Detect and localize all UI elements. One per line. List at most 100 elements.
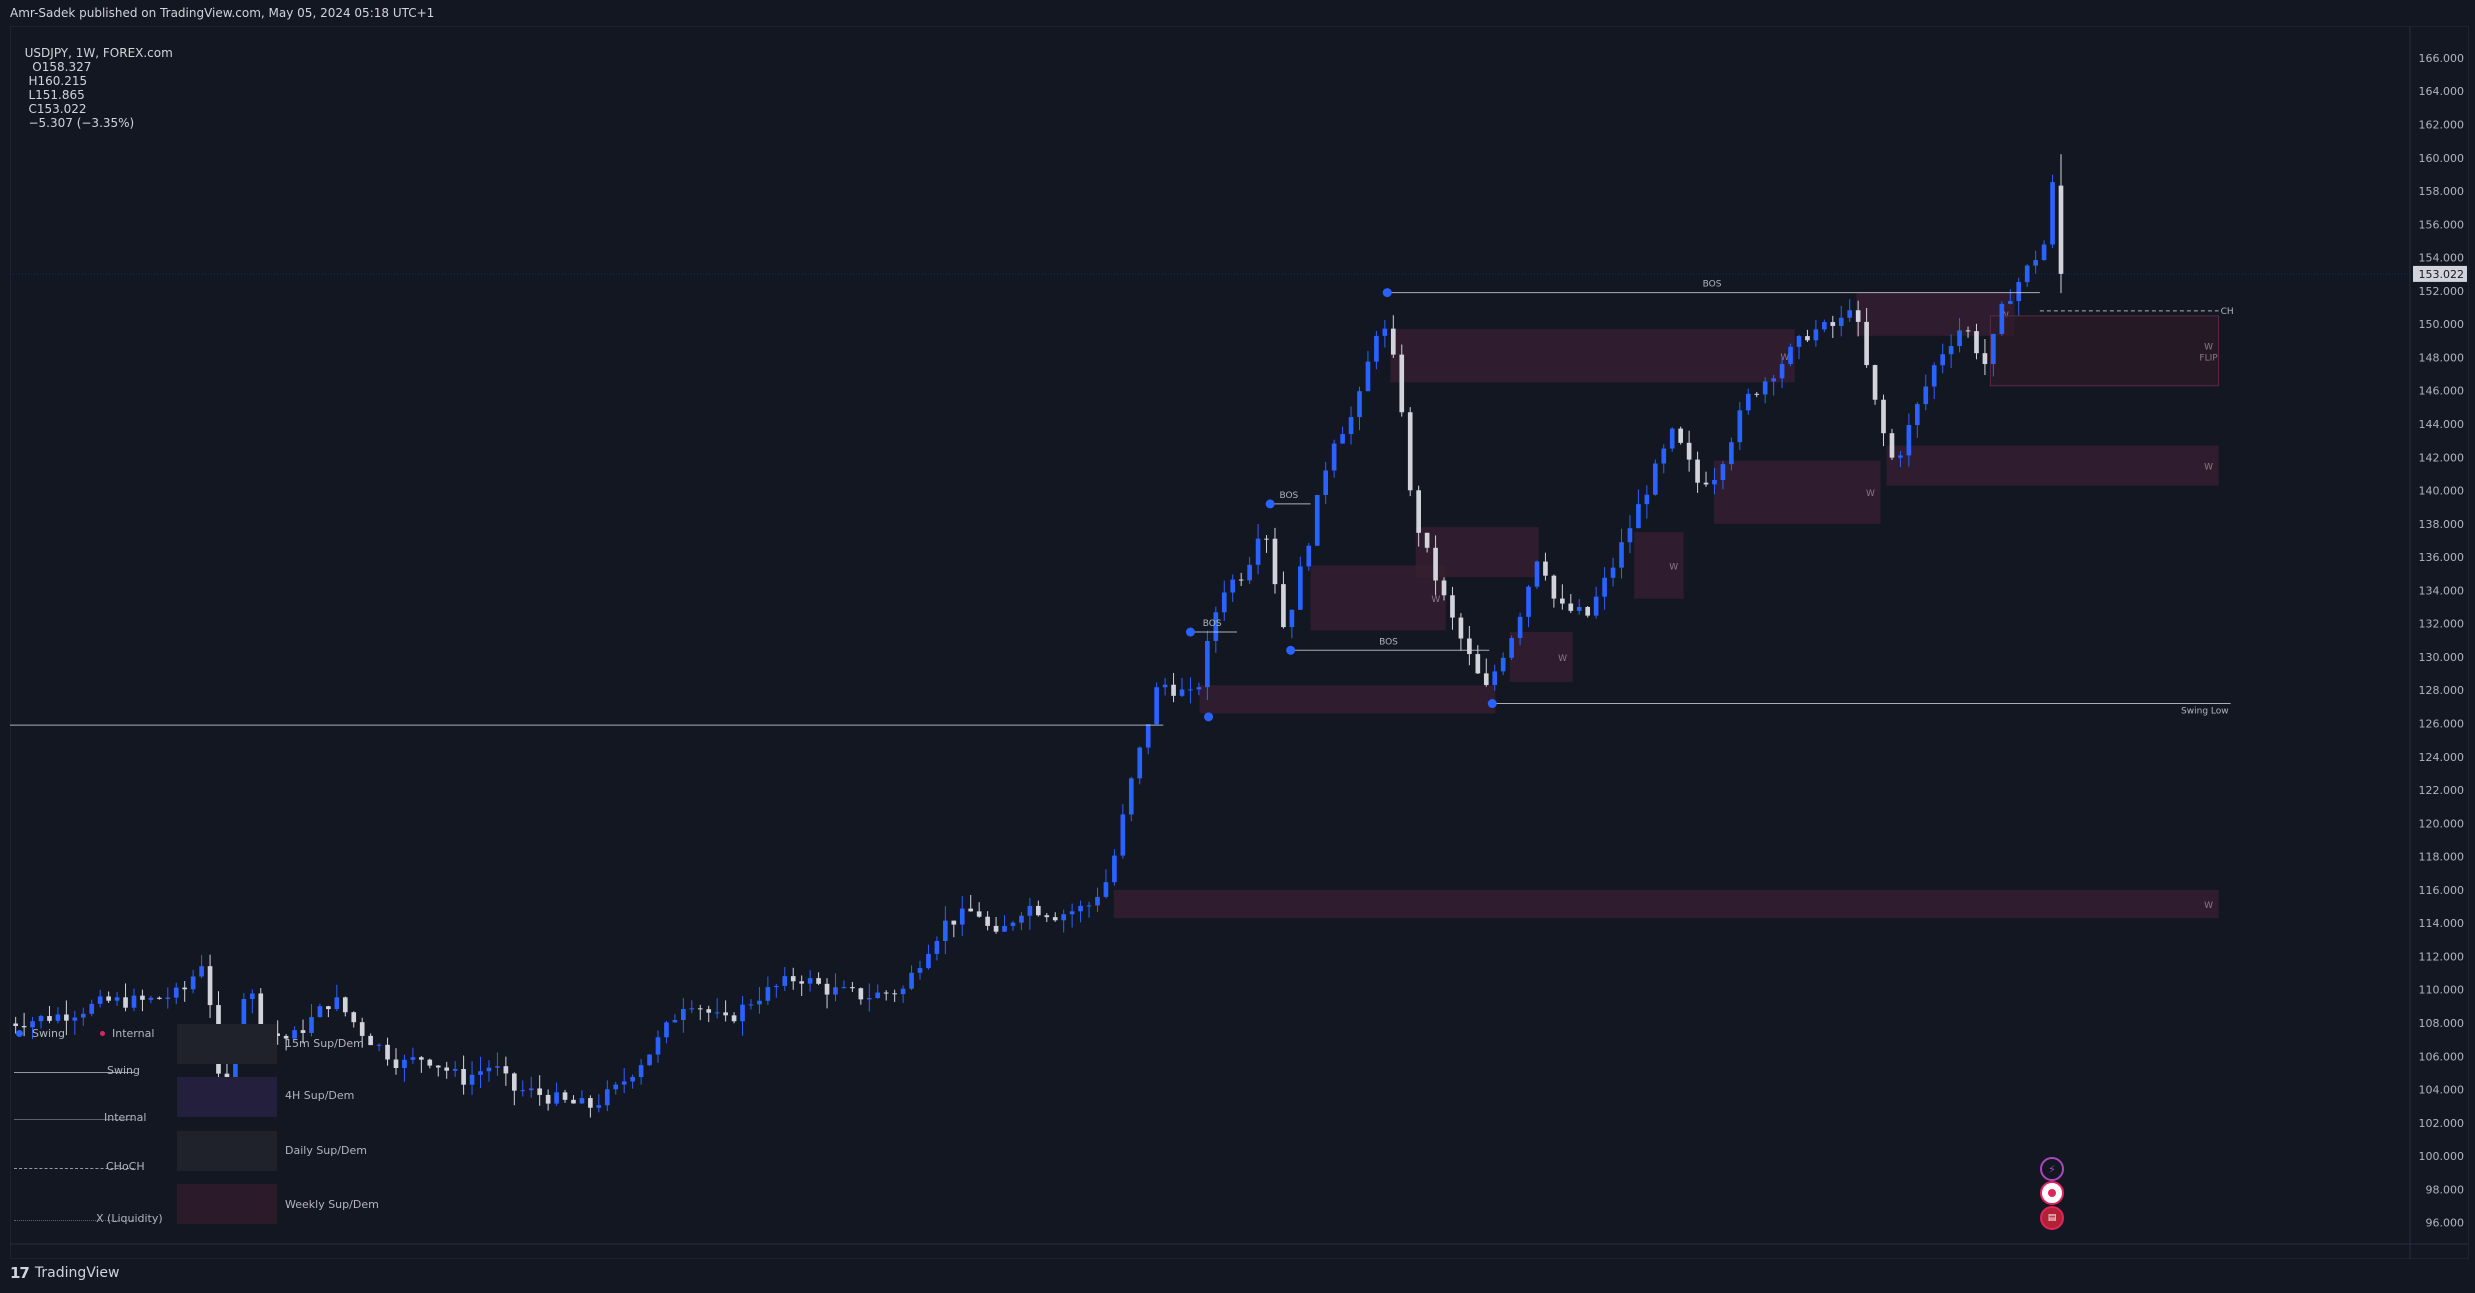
candle-body (1872, 365, 1878, 400)
candle-body (1788, 346, 1793, 364)
candle-body (706, 1009, 712, 1013)
publisher-bar: Amr-Sadek published on TradingView.com, … (0, 0, 2475, 26)
candle-body (1517, 616, 1523, 639)
candle-body (1340, 434, 1345, 444)
candle-body (1771, 378, 1776, 382)
candle-body (461, 1069, 466, 1085)
candle-body (621, 1081, 627, 1085)
candle-body (1069, 911, 1075, 915)
candle-body (419, 1057, 424, 1060)
candle-body (2024, 265, 2030, 283)
candle-body (807, 978, 813, 984)
candle-body (157, 997, 162, 999)
zone-label: W (1669, 562, 1678, 572)
candle-body (427, 1059, 433, 1066)
candle-body (959, 908, 965, 925)
candle-body (1036, 905, 1041, 916)
swing-point (1204, 712, 1214, 722)
x-tick-label: 2022 (1015, 1258, 1048, 1259)
candle-body (1669, 428, 1675, 449)
candle-body (917, 968, 923, 973)
candle-body (1078, 905, 1083, 912)
y-tick-label: 108.000 (2419, 1017, 2465, 1030)
y-tick-label: 148.000 (2419, 351, 2465, 364)
candle-body (376, 1044, 382, 1046)
candle-body (858, 988, 864, 1000)
candle-body (537, 1088, 542, 1095)
candle-body (976, 911, 982, 917)
candle-body (80, 1013, 86, 1018)
candle-body (165, 997, 171, 999)
candle-body (1838, 317, 1844, 326)
candle-body (554, 1092, 559, 1104)
y-tick-label: 104.000 (2419, 1084, 2465, 1097)
candle-body (1509, 638, 1514, 658)
candle-body (833, 987, 838, 995)
candle-body (579, 1098, 585, 1104)
candle-body (824, 983, 830, 995)
y-tick-label: 126.000 (2419, 718, 2465, 731)
candle-body (1602, 577, 1607, 597)
candle-body (664, 1022, 669, 1038)
candle-body (469, 1074, 475, 1085)
y-tick-label: 132.000 (2419, 618, 2465, 631)
candle-body (1551, 575, 1557, 599)
candle-body (1974, 331, 1979, 354)
candle-body (47, 1016, 52, 1021)
candle-body (1171, 684, 1176, 696)
candle-body (478, 1071, 483, 1075)
candle-body (1500, 657, 1506, 672)
legend-swing-line (14, 1072, 134, 1073)
candle-body (1940, 354, 1945, 366)
last-candle-body (2058, 185, 2064, 274)
swing-low-label: Swing Low (2181, 707, 2229, 717)
candle-body (1585, 606, 1591, 616)
x-tick-label: Apr (1571, 1258, 1592, 1259)
y-tick-label: 134.000 (2419, 584, 2465, 597)
candlestick-chart[interactable]: WWWWWWWWWFLIPBOSBOSBOSBOSCHSwing Low96.0… (10, 26, 2469, 1259)
x-tick-label: 2021 (574, 1258, 607, 1259)
candle-body (207, 966, 213, 1006)
candle-body (1272, 538, 1278, 585)
y-tick-label: 160.000 (2419, 152, 2465, 165)
legend-weekly-label: Weekly Sup/Dem (285, 1198, 379, 1211)
legend-choch-label: CHoCH (106, 1160, 145, 1173)
candle-body (275, 1033, 280, 1036)
flag-japan-icon[interactable] (2040, 1181, 2064, 1205)
x-tick-label: Apr (2013, 1258, 2034, 1259)
chart-frame[interactable]: WWWWWWWWWFLIPBOSBOSBOSBOSCHSwing Low96.0… (10, 26, 2469, 1259)
candle-body (2050, 182, 2055, 245)
legend-choch-line (14, 1168, 134, 1169)
lightning-icon[interactable]: ⚡ (2040, 1157, 2064, 1181)
candle-body (900, 988, 906, 995)
candle-body (1052, 917, 1058, 921)
candle-body (1720, 464, 1726, 480)
zone-label: W (2204, 463, 2213, 473)
candle-body (190, 976, 196, 990)
candle-body (1399, 354, 1405, 413)
brand[interactable]: 17 TradingView (10, 1264, 119, 1282)
x-tick-label: Jul (1242, 1258, 1257, 1259)
candle-body (317, 1006, 323, 1018)
candle-body (1576, 606, 1582, 611)
flag-us-icon[interactable]: ▤ (2040, 1206, 2064, 1230)
candle-body (588, 1098, 593, 1108)
candle-body (1627, 528, 1633, 543)
candle-body (993, 925, 999, 932)
candle-body (1027, 905, 1033, 916)
candle-body (545, 1094, 551, 1104)
y-tick-label: 136.000 (2419, 551, 2465, 564)
y-tick-label: 114.000 (2419, 917, 2465, 930)
candle-body (1441, 580, 1447, 596)
zone-label: W (1780, 353, 1789, 363)
symbol-name[interactable]: USDJPY, 1W, FOREX.com (24, 46, 173, 60)
candle-body (1298, 566, 1303, 610)
candle-body (1306, 545, 1312, 567)
x-tick-label: 2020 (132, 1258, 165, 1259)
candle-body (681, 1008, 686, 1021)
candle-body (503, 1066, 509, 1074)
candle-body (647, 1054, 652, 1066)
ohlc-open: O158.327 (32, 60, 92, 74)
candle-body (1230, 579, 1236, 593)
ohlc-change: −5.307 (−3.35%) (28, 116, 135, 130)
